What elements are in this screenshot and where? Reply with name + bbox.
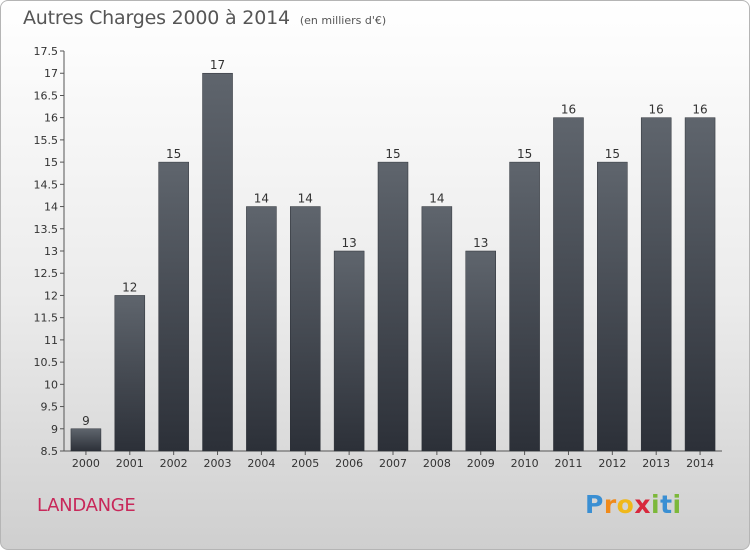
brand-letter: i	[672, 490, 682, 519]
y-tick-label: 14	[44, 201, 58, 214]
data-label: 15	[605, 147, 620, 161]
bar-2006	[333, 250, 365, 452]
brand-letter: t	[660, 490, 673, 519]
y-tick-label: 10	[44, 378, 58, 391]
x-tick-label: 2008	[423, 457, 451, 470]
brand-letter: o	[616, 490, 635, 519]
brand-letter: x	[634, 490, 651, 519]
place-name: LANDANGE	[37, 495, 136, 516]
data-label: 12	[122, 280, 137, 294]
x-tick-label: 2004	[247, 457, 275, 470]
x-tick-label: 2003	[204, 457, 232, 470]
bar-2007	[377, 161, 409, 452]
y-tick-label: 15	[44, 156, 58, 169]
y-tick-label: 12.5	[34, 267, 59, 280]
y-tick-label: 9.5	[41, 401, 59, 414]
data-label: 13	[473, 236, 488, 250]
y-tick-label: 15.5	[34, 134, 59, 147]
chart-title: Autres Charges 2000 à 2014	[23, 7, 290, 29]
bar-2011	[553, 117, 584, 452]
data-label: 15	[517, 147, 532, 161]
y-tick-label: 14.5	[34, 178, 59, 191]
chart-subtitle: (en milliers d'€)	[299, 14, 387, 27]
brand-letter: r	[603, 490, 617, 519]
labels: 2000 9 2001 12 2002 15 2003 17 2004 14 2005 14 2006 1…	[72, 58, 714, 470]
x-tick-label: 2002	[160, 457, 188, 470]
bar-2003	[202, 72, 233, 452]
x-tick-label: 2006	[335, 457, 363, 470]
data-label: 13	[341, 236, 356, 250]
x-tick-label: 2012	[598, 457, 626, 470]
bar-2012	[597, 161, 628, 452]
y-tick-label: 17	[44, 67, 58, 80]
data-label: 16	[561, 103, 576, 117]
bar-2002	[158, 161, 189, 452]
bars	[70, 72, 716, 452]
brand-letter: i	[651, 490, 661, 519]
y-tick-label: 11.5	[34, 312, 59, 325]
data-label: 15	[385, 147, 400, 161]
data-label: 15	[166, 147, 181, 161]
bar-2014	[684, 117, 716, 452]
x-tick-label: 2010	[511, 457, 539, 470]
bar-2013	[640, 117, 672, 452]
data-label: 16	[692, 103, 707, 117]
y-tick-label: 16.5	[34, 89, 59, 102]
x-tick-label: 2000	[72, 457, 100, 470]
x-tick-label: 2013	[642, 457, 670, 470]
y-tick-label: 10.5	[34, 356, 59, 369]
y-tick-label: 13.5	[34, 223, 59, 236]
brand-logo: Proxiti	[585, 490, 682, 519]
data-label: 9	[82, 414, 90, 428]
data-label: 14	[298, 192, 313, 206]
x-tick-label: 2014	[686, 457, 714, 470]
x-tick-label: 2005	[291, 457, 319, 470]
y-tick-label: 13	[44, 245, 58, 258]
data-label: 14	[429, 192, 444, 206]
y-tick-label: 8.5	[41, 445, 59, 458]
data-label: 17	[210, 58, 225, 72]
x-tick-label: 2001	[116, 457, 144, 470]
bar-2001	[114, 295, 146, 452]
bar-2000	[70, 428, 102, 452]
bar-2008	[421, 206, 453, 452]
y-tick-label: 17.5	[34, 45, 59, 58]
y-tick-label: 11	[44, 334, 58, 347]
bar-2005	[290, 206, 321, 452]
x-tick-label: 2009	[467, 457, 495, 470]
data-label: 14	[254, 192, 269, 206]
title-line: Autres Charges 2000 à 2014 (en milliers d…	[23, 7, 386, 29]
x-tick-label: 2011	[554, 457, 582, 470]
x-tick-label: 2007	[379, 457, 407, 470]
y-tick-label: 9	[51, 423, 58, 436]
y-tick-label: 16	[44, 112, 58, 125]
y-tick-label: 12	[44, 289, 58, 302]
bar-2010	[509, 161, 540, 452]
bar-2009	[465, 250, 496, 452]
bar-2004	[246, 206, 277, 452]
brand-letter: P	[585, 490, 604, 519]
data-label: 16	[649, 103, 664, 117]
